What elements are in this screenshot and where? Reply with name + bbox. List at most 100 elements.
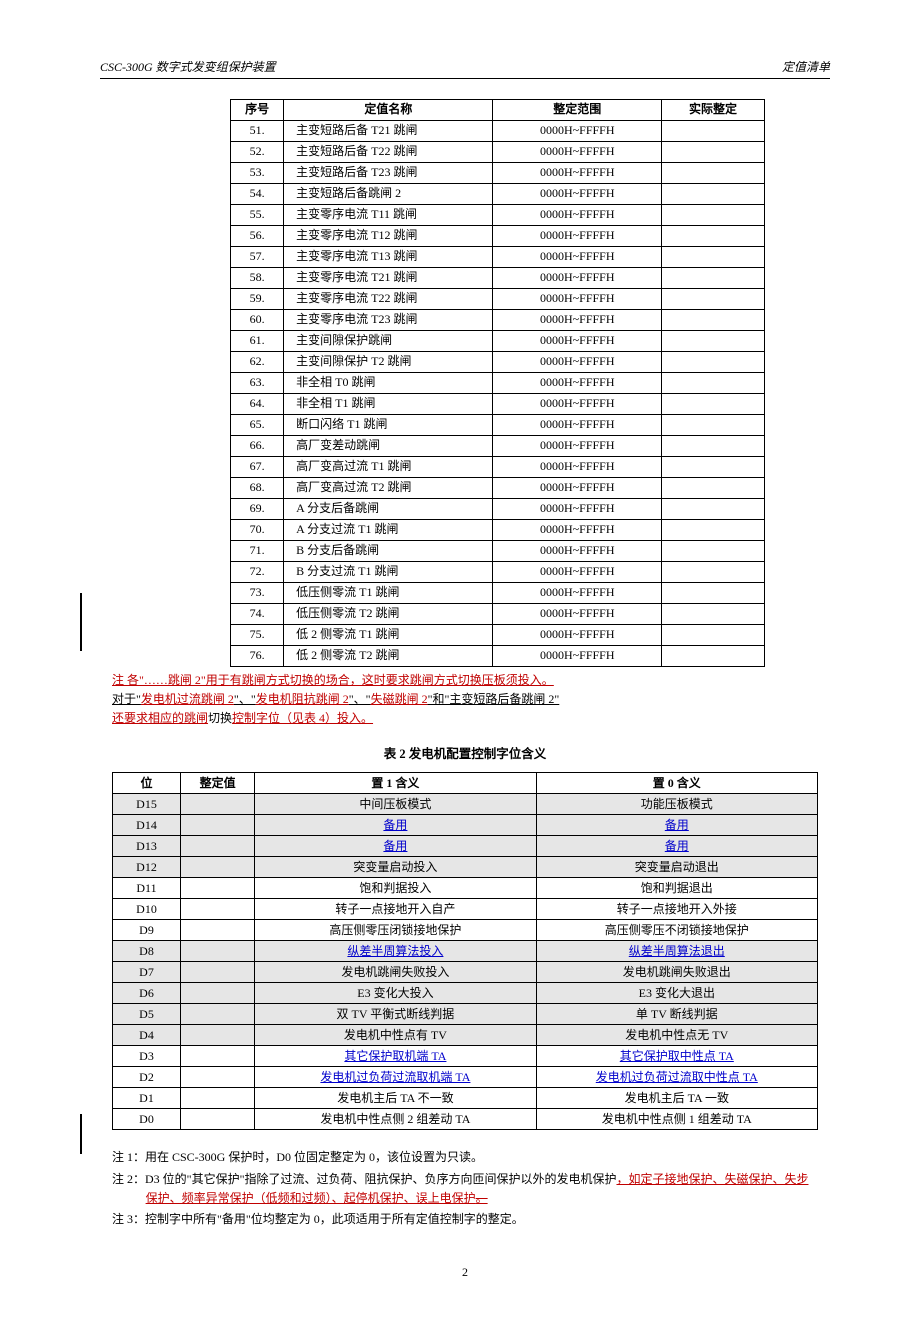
cell-bit: D11 [113,878,181,899]
cell-actual [662,162,765,183]
cell-name: 主变零序电流 T11 跳闸 [284,204,493,225]
cell-m1: 纵差半周算法投入 [255,941,536,962]
cell-actual [662,267,765,288]
cell-m1: E3 变化大投入 [255,983,536,1004]
cell-m0: E3 变化大退出 [536,983,817,1004]
cell-name: 主变间隙保护跳闸 [284,330,493,351]
header-left: CSC-300G 数字式发变组保护装置 [100,60,276,76]
table1-row: 72.B 分支过流 T1 跳闸0000H~FFFFH [231,561,765,582]
cell-name: 主变短路后备跳闸 2 [284,183,493,204]
table2-row: D1发电机主后 TA 不一致发电机主后 TA 一致 [113,1088,818,1109]
cell-name: 主变零序电流 T21 跳闸 [284,267,493,288]
table1-row: 68.高厂变高过流 T2 跳闸0000H~FFFFH [231,477,765,498]
cell-name: 高厂变差动跳闸 [284,435,493,456]
note-link-1: 发电机过流跳闸 2 [141,692,234,706]
cell-seq: 59. [231,288,284,309]
cell-m0: 备用 [536,836,817,857]
cell-m1: 高压侧零压闭锁接地保护 [255,920,536,941]
table1-row: 73.低压侧零流 T1 跳闸0000H~FFFFH [231,582,765,603]
cell-set [180,794,254,815]
cell-name: 主变短路后备 T21 跳闸 [284,120,493,141]
cell-m1: 发电机中性点有 TV [255,1025,536,1046]
cell-m1: 中间压板模式 [255,794,536,815]
note-line3c: 控制字位（见表 4）投入。 [232,711,373,725]
cell-actual [662,519,765,540]
cell-seq: 62. [231,351,284,372]
cell-range: 0000H~FFFFH [493,351,662,372]
cell-m1: 发电机主后 TA 不一致 [255,1088,536,1109]
note-paragraph: 注 各"……跳闸 2"用于有跳闸方式切换的场合，这时要求跳闸方式切换压板须投入。… [112,671,818,729]
table2-row: D6E3 变化大投入E3 变化大退出 [113,983,818,1004]
cell-m0: 发电机中性点无 TV [536,1025,817,1046]
cell-range: 0000H~FFFFH [493,246,662,267]
cell-seq: 74. [231,603,284,624]
footnotes: 注 1：用在 CSC-300G 保护时，D0 位固定整定为 0，该位设置为只读。… [112,1148,818,1229]
cell-bit: D3 [113,1046,181,1067]
table1-row: 52.主变短路后备 T22 跳闸0000H~FFFFH [231,141,765,162]
cell-actual [662,624,765,645]
cell-bit: D12 [113,857,181,878]
cell-seq: 60. [231,309,284,330]
cell-m0: 单 TV 断线判据 [536,1004,817,1025]
cell-seq: 64. [231,393,284,414]
cell-bit: D14 [113,815,181,836]
table2-title: 表 2 发电机配置控制字位含义 [100,746,830,762]
table2-row: D10 转子一点接地开入自产转子一点接地开入外接 [113,899,818,920]
cell-m0: 备用 [536,815,817,836]
cell-set [180,836,254,857]
cell-range: 0000H~FFFFH [493,624,662,645]
note-line1: 注 各"……跳闸 2"用于有跳闸方式切换的场合，这时要求跳闸方式切换压板须投入。 [112,673,554,687]
cell-seq: 70. [231,519,284,540]
cell-set [180,899,254,920]
table2-row: D3其它保护取机端 TA其它保护取中性点 TA [113,1046,818,1067]
cell-range: 0000H~FFFFH [493,582,662,603]
table1-row: 63.非全相 T0 跳闸0000H~FFFFH [231,372,765,393]
th-set: 整定值 [180,773,254,794]
table2-row: D5双 TV 平衡式断线判据单 TV 断线判据 [113,1004,818,1025]
table1-row: 66.高厂变差动跳闸0000H~FFFFH [231,435,765,456]
table2-row: D8纵差半周算法投入纵差半周算法退出 [113,941,818,962]
cell-seq: 53. [231,162,284,183]
cell-m0: 突变量启动退出 [536,857,817,878]
cell-m0: 转子一点接地开入外接 [536,899,817,920]
table2-row: D2发电机过负荷过流取机端 TA发电机过负荷过流取中性点 TA [113,1067,818,1088]
cell-set [180,1004,254,1025]
page-number: 2 [100,1265,830,1281]
header-right: 定值清单 [782,60,830,76]
table1-row: 53.主变短路后备 T23 跳闸0000H~FFFFH [231,162,765,183]
cell-m0: 发电机中性点侧 1 组差动 TA [536,1109,817,1130]
footnote-3: 注 3：控制字中所有"备用"位均整定为 0，此项适用于所有定值控制字的整定。 [112,1210,818,1229]
revision-mark-2 [80,1114,82,1154]
note-link-2: 发电机阻抗跳闸 2 [256,692,349,706]
cell-seq: 69. [231,498,284,519]
table2-row: D13备用备用 [113,836,818,857]
settings-table: 序号 定值名称 整定范围 实际整定 51.主变短路后备 T21 跳闸0000H~… [230,99,765,667]
cell-bit: D10 [113,899,181,920]
cell-name: 主变短路后备 T22 跳闸 [284,141,493,162]
cell-m1: 转子一点接地开入自产 [255,899,536,920]
cell-range: 0000H~FFFFH [493,561,662,582]
cell-name: 主变零序电流 T23 跳闸 [284,309,493,330]
cell-m0: 发电机过负荷过流取中性点 TA [536,1067,817,1088]
cell-set [180,1088,254,1109]
cell-m1: 备用 [255,836,536,857]
cell-seq: 67. [231,456,284,477]
cell-seq: 73. [231,582,284,603]
table2-row: D9高压侧零压闭锁接地保护高压侧零压不闭锁接地保护 [113,920,818,941]
cell-bit: D8 [113,941,181,962]
cell-name: 主变零序电流 T22 跳闸 [284,288,493,309]
cell-set [180,878,254,899]
cell-seq: 66. [231,435,284,456]
cell-range: 0000H~FFFFH [493,120,662,141]
cell-range: 0000H~FFFFH [493,456,662,477]
table2-row: D14备用备用 [113,815,818,836]
cell-bit: D9 [113,920,181,941]
table2-row: D15中间压板模式功能压板模式 [113,794,818,815]
cell-name: 高厂变高过流 T2 跳闸 [284,477,493,498]
cell-range: 0000H~FFFFH [493,183,662,204]
cell-seq: 71. [231,540,284,561]
table1-row: 64.非全相 T1 跳闸0000H~FFFFH [231,393,765,414]
table1-row: 61.主变间隙保护跳闸0000H~FFFFH [231,330,765,351]
cell-seq: 61. [231,330,284,351]
table1-row: 70.A 分支过流 T1 跳闸0000H~FFFFH [231,519,765,540]
